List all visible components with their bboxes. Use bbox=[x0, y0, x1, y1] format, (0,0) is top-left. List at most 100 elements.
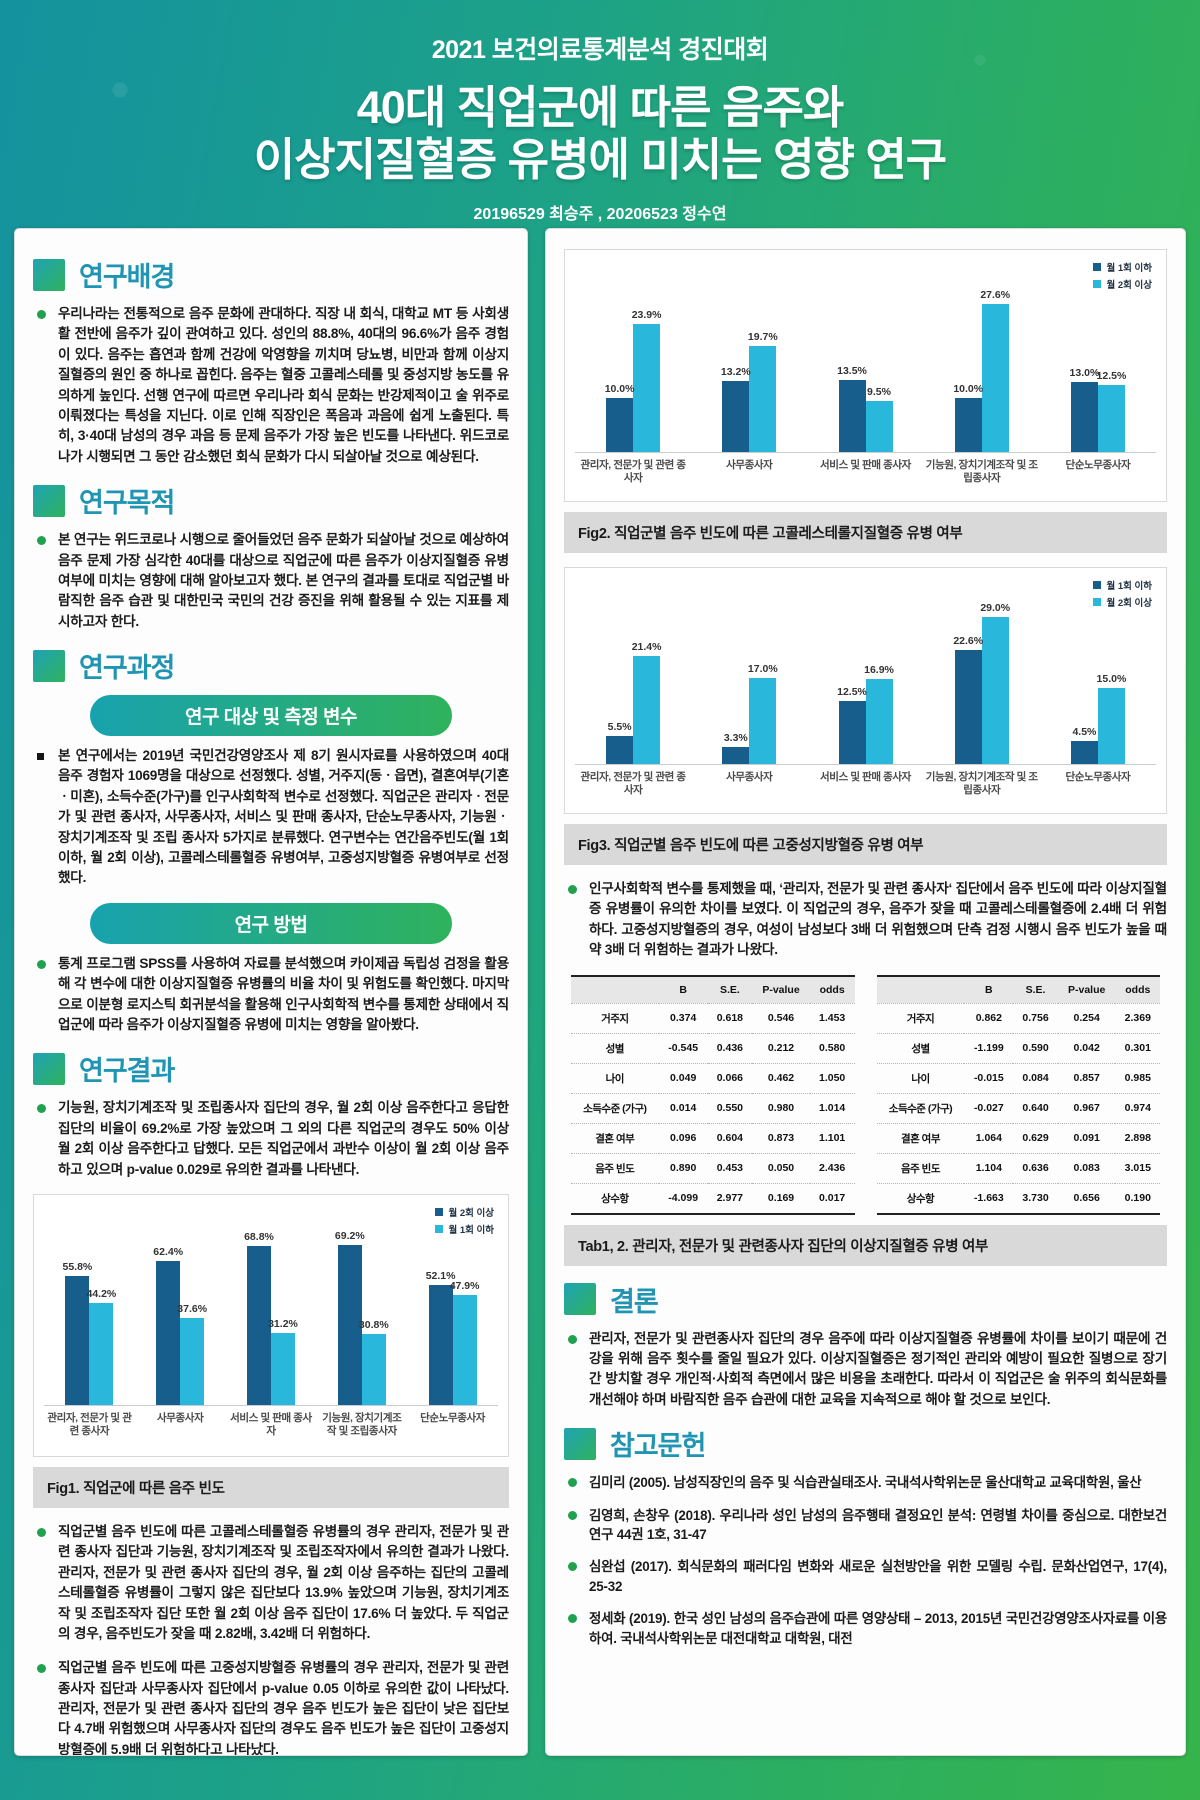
bar bbox=[606, 736, 634, 764]
bar-value-label: 22.6% bbox=[953, 634, 984, 647]
bar-slot: 27.6% bbox=[980, 264, 1011, 452]
section-header-references: 참고문헌 bbox=[564, 1424, 1167, 1463]
category-label: 서비스 및 판매 종사자 bbox=[820, 771, 911, 783]
fig1-caption: Fig1. 직업군에 따른 음주 빈도 bbox=[33, 1466, 509, 1508]
bar-slot: 13.0% bbox=[1070, 264, 1099, 452]
bar bbox=[838, 700, 866, 764]
table-header-row: B S.E. P-value odds bbox=[570, 975, 855, 1004]
table-cell: 0.890 bbox=[670, 1162, 697, 1175]
table-corner-cell bbox=[877, 976, 965, 1004]
column-header: S.E. bbox=[719, 983, 740, 996]
table-header: B S.E. P-value odds bbox=[876, 975, 1161, 1004]
legend-label: 월 2회 이상 bbox=[1106, 598, 1152, 609]
table-cell: 0.049 bbox=[670, 1072, 697, 1085]
bar bbox=[1097, 688, 1125, 764]
category-label: 기능원, 장치기계조작 및 조립종사자 bbox=[925, 459, 1038, 485]
bar-value-label: 47.9% bbox=[449, 1279, 480, 1292]
bar-value-label: 68.8% bbox=[244, 1231, 274, 1244]
table-cell: 0.980 bbox=[767, 1102, 795, 1115]
category-label: 단순노무종사자 bbox=[1065, 459, 1131, 471]
row-label: 성별 bbox=[605, 1042, 625, 1055]
bar-value-label: 13.5% bbox=[837, 364, 867, 377]
bar-value-label: 3.3% bbox=[723, 732, 748, 745]
bar-group: 68.8% 31.2% 서비스 및 판매 종사자 bbox=[225, 1209, 317, 1452]
bar bbox=[838, 379, 866, 452]
bar-group: 13.0% 12.5% 단순노무종사자 bbox=[1039, 264, 1157, 497]
bar-group: 5.5% 21.4% 관리자, 전문가 및 관련 종사자 bbox=[575, 582, 692, 809]
table-row: 성별 -0.545 0.436 0.212 0.580 bbox=[570, 1033, 855, 1063]
bar bbox=[865, 400, 893, 452]
table-cell: 0.550 bbox=[716, 1102, 743, 1115]
row-label: 거주지 bbox=[601, 1012, 629, 1025]
section-header-process: 연구과정 bbox=[33, 646, 509, 685]
bar-value-label: 55.8% bbox=[62, 1261, 93, 1274]
bar-slot: 10.0% bbox=[953, 264, 983, 452]
table-row: 나이 0.049 0.066 0.462 1.050 bbox=[570, 1063, 855, 1093]
poster-title-line1: 40대 직업군에 따른 음주와 bbox=[356, 82, 845, 133]
section-title: 연구과정 bbox=[79, 653, 175, 684]
row-label: 성별 bbox=[911, 1042, 930, 1055]
bar-value-label: 62.4% bbox=[153, 1246, 184, 1259]
bar-value-label: 69.2% bbox=[334, 1230, 365, 1243]
references-list: 김미리 (2005). 남성직장인의 음주 및 식습관실태조사. 국내석사학위논… bbox=[564, 1473, 1167, 1648]
reference-item: 김영희, 손창우 (2018). 우리나라 성인 남성의 음주행태 결정요인 분… bbox=[564, 1506, 1167, 1545]
table-row: 성별 -1.199 0.590 0.042 0.301 bbox=[876, 1033, 1161, 1063]
row-label: 결혼 여부 bbox=[900, 1132, 941, 1145]
finding1-paragraph: 직업군별 음주 빈도에 따른 고콜레스테롤혈증 유병률의 경우 관리자, 전문가… bbox=[33, 1522, 509, 1644]
bar bbox=[1070, 741, 1098, 764]
bar bbox=[452, 1294, 477, 1405]
bar-slot: 69.2% bbox=[334, 1209, 365, 1405]
bar-slot: 16.9% bbox=[864, 582, 894, 764]
table-row: 결혼 여부 1.064 0.629 0.091 2.898 bbox=[876, 1123, 1161, 1153]
table-row: 거주지 0.374 0.618 0.546 1.453 bbox=[570, 1003, 855, 1033]
column-header: B bbox=[679, 983, 687, 996]
bar bbox=[270, 1333, 295, 1405]
tables-caption: Tab1, 2. 관리자, 전문가 및 관련종사자 집단의 이상지질혈증 유병 … bbox=[564, 1224, 1167, 1266]
regression-note-paragraph: 인구사회학적 변수를 통제했을 때, ‘관리자, 전문가 및 관련 종사자‘ 집… bbox=[564, 879, 1167, 961]
tab1-table: B S.E. P-value odds 거주지 0.374 0.618 0.546 1.453 성… bbox=[570, 974, 855, 1215]
bar-slot: 21.4% bbox=[632, 582, 661, 764]
bar-slot: 29.0% bbox=[980, 582, 1011, 764]
bar-pair: 69.2% 30.8% bbox=[316, 1209, 408, 1406]
bar-value-label: 27.6% bbox=[980, 288, 1011, 301]
bar-slot: 19.7% bbox=[748, 264, 778, 452]
gradient-square-icon bbox=[33, 1052, 65, 1085]
finding2-paragraph: 직업군별 음주 빈도에 따른 고중성지방혈증 유병률의 경우 관리자, 전문가 … bbox=[33, 1658, 509, 1755]
section-header-results: 연구결과 bbox=[33, 1049, 509, 1088]
legend-swatch-icon bbox=[1093, 598, 1102, 606]
bar-pair: 12.5% 16.9% bbox=[807, 582, 924, 765]
legend-swatch-icon bbox=[435, 1224, 444, 1233]
bar-pair: 3.3% 17.0% bbox=[691, 582, 808, 765]
bar-pair: 13.0% 12.5% bbox=[1039, 264, 1157, 453]
poster-header: 2021 보건의료통계분석 경진대회 40대 직업군에 따른 음주와 이상지질혈… bbox=[0, 0, 1200, 223]
bar-value-label: 52.1% bbox=[425, 1269, 456, 1282]
section-header-conclusion: 결론 bbox=[564, 1280, 1167, 1319]
table-cell: 0.254 bbox=[1073, 1012, 1100, 1025]
fig2-bar-chart: 월 1회 이하 월 2회 이상 10.0% 23.9% 관리자, 전문가 및 관련 종사… bbox=[564, 249, 1167, 502]
table-header: B S.E. P-value odds bbox=[570, 975, 855, 1004]
bar bbox=[981, 303, 1009, 452]
table-row: 음주 빈도 1.104 0.636 0.083 3.015 bbox=[876, 1153, 1161, 1183]
results-paragraph: 기능원, 장치기계조작 및 조립종사자 집단의 경우, 월 2회 이상 음주한다… bbox=[33, 1098, 509, 1180]
table-cell: 0.629 bbox=[1022, 1132, 1049, 1145]
bar-slot: 13.5% bbox=[837, 264, 867, 452]
bar bbox=[749, 346, 777, 452]
legend-label: 월 2회 이상 bbox=[1106, 280, 1152, 291]
bar-group: 22.6% 29.0% 기능원, 장치기계조작 및 조립종사자 bbox=[923, 582, 1040, 809]
category-label: 서비스 및 판매 종사자 bbox=[820, 459, 911, 471]
table-cell: 0.862 bbox=[975, 1012, 1002, 1025]
bar-value-label: 31.2% bbox=[268, 1318, 298, 1330]
table-cell: 2.898 bbox=[1124, 1132, 1151, 1145]
bar-slot: 31.2% bbox=[268, 1209, 298, 1405]
bar bbox=[606, 398, 634, 452]
gradient-square-icon bbox=[33, 258, 65, 291]
bar-value-label: 44.2% bbox=[86, 1288, 117, 1301]
reference-item: 심완섭 (2017). 회식문화의 패러다임 변화와 새로운 실천방안을 위한 … bbox=[564, 1557, 1167, 1596]
category-label: 관리자, 전문가 및 관련 종사자 bbox=[580, 771, 687, 797]
table-cell: 0.014 bbox=[670, 1102, 697, 1115]
bar-slot: 9.5% bbox=[865, 264, 893, 452]
legend-entry: 월 1회 이하 bbox=[435, 1222, 494, 1236]
table-cell: 0.084 bbox=[1022, 1072, 1049, 1085]
table-cell: 1.104 bbox=[975, 1162, 1002, 1175]
bar-value-label: 29.0% bbox=[980, 602, 1011, 615]
